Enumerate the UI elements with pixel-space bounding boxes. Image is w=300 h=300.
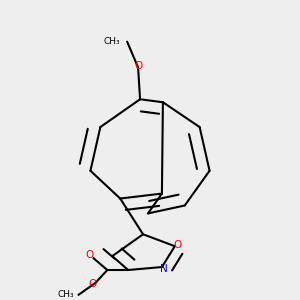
Text: O: O [134, 61, 142, 71]
Text: O: O [88, 279, 97, 290]
Text: O: O [86, 250, 94, 260]
Text: N: N [160, 264, 167, 274]
Text: O: O [174, 240, 182, 250]
Text: CH₃: CH₃ [104, 37, 121, 46]
Text: CH₃: CH₃ [57, 290, 74, 299]
